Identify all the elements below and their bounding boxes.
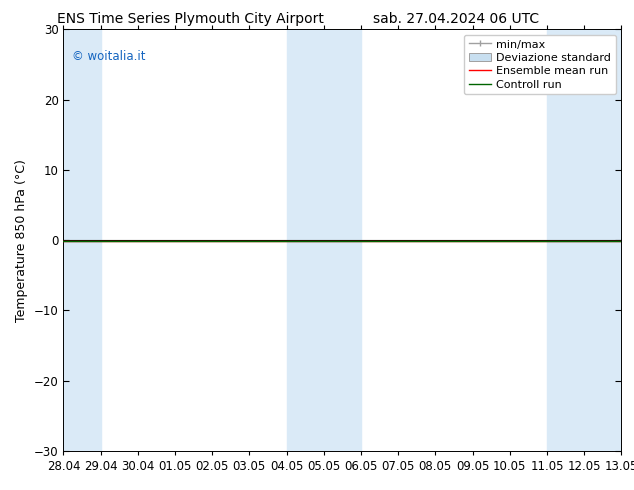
Bar: [63, 29, 101, 451]
Bar: [584, 29, 621, 451]
Text: ENS Time Series Plymouth City Airport: ENS Time Series Plymouth City Airport: [57, 12, 323, 26]
Bar: [547, 29, 584, 451]
Bar: [287, 29, 324, 451]
Text: © woitalia.it: © woitalia.it: [72, 50, 145, 64]
Text: sab. 27.04.2024 06 UTC: sab. 27.04.2024 06 UTC: [373, 12, 540, 26]
Legend: min/max, Deviazione standard, Ensemble mean run, Controll run: min/max, Deviazione standard, Ensemble m…: [464, 35, 616, 94]
Y-axis label: Temperature 850 hPa (°C): Temperature 850 hPa (°C): [15, 159, 29, 321]
Bar: [324, 29, 361, 451]
